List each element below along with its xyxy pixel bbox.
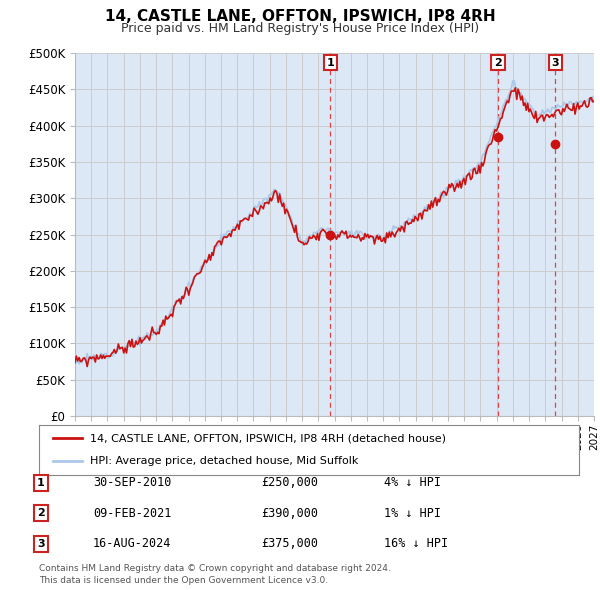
Text: 14, CASTLE LANE, OFFTON, IPSWICH, IP8 4RH: 14, CASTLE LANE, OFFTON, IPSWICH, IP8 4R… [104,9,496,24]
Text: 3: 3 [551,58,559,67]
Text: HPI: Average price, detached house, Mid Suffolk: HPI: Average price, detached house, Mid … [90,457,359,467]
Text: 4% ↓ HPI: 4% ↓ HPI [384,476,441,489]
Text: 16% ↓ HPI: 16% ↓ HPI [384,537,448,550]
Text: 09-FEB-2021: 09-FEB-2021 [93,507,172,520]
Text: Contains HM Land Registry data © Crown copyright and database right 2024.
This d: Contains HM Land Registry data © Crown c… [39,565,391,585]
Text: 1: 1 [37,478,44,487]
Text: 1% ↓ HPI: 1% ↓ HPI [384,507,441,520]
Text: £250,000: £250,000 [261,476,318,489]
Text: 2: 2 [494,58,502,67]
Text: £390,000: £390,000 [261,507,318,520]
Text: 3: 3 [37,539,44,549]
Text: 1: 1 [326,58,334,67]
Text: 14, CASTLE LANE, OFFTON, IPSWICH, IP8 4RH (detached house): 14, CASTLE LANE, OFFTON, IPSWICH, IP8 4R… [90,433,446,443]
Text: £375,000: £375,000 [261,537,318,550]
Text: 30-SEP-2010: 30-SEP-2010 [93,476,172,489]
Text: Price paid vs. HM Land Registry's House Price Index (HPI): Price paid vs. HM Land Registry's House … [121,22,479,35]
Text: 16-AUG-2024: 16-AUG-2024 [93,537,172,550]
Text: 2: 2 [37,509,44,518]
